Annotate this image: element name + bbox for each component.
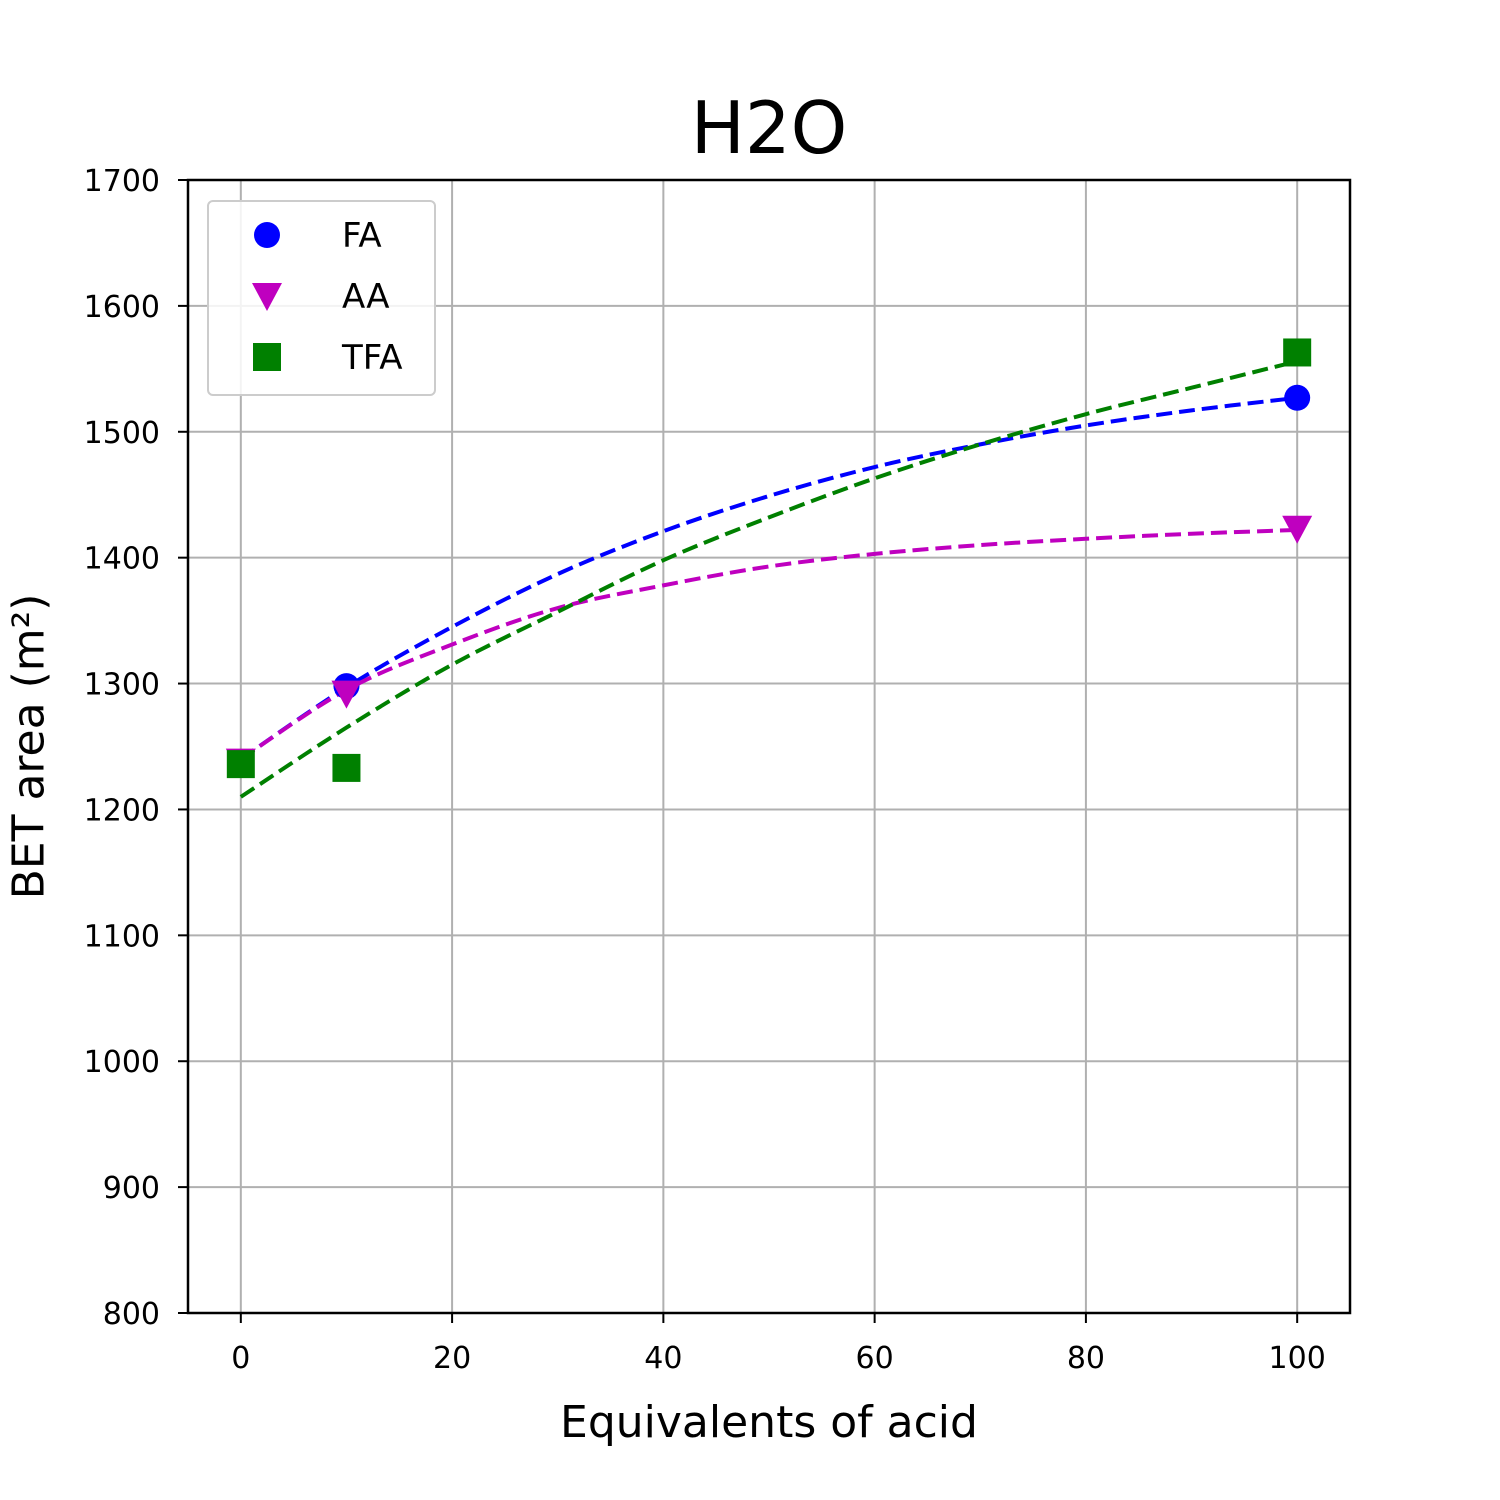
x-tick-label: 0 (231, 1341, 250, 1376)
fit-lines (239, 359, 1298, 799)
legend-marker-tfa (253, 343, 281, 371)
data-point-fa (1284, 384, 1311, 411)
grid (188, 179, 1350, 1314)
chart-title: H2O (691, 86, 848, 170)
legend-label-tfa: TFA (341, 338, 402, 378)
y-tick-label: 1400 (84, 542, 160, 577)
y-tick-label: 800 (103, 1297, 160, 1332)
ticks: 0 20 40 60 80 100 800 900 1000 1100 1200 1300 1400 15… (84, 164, 1326, 1376)
fit-line-aa (239, 527, 1298, 761)
y-tick-label: 900 (103, 1171, 160, 1206)
plot-frame (186, 178, 1352, 1315)
data-point-aa (1282, 515, 1313, 544)
data-point-tfa (332, 753, 361, 782)
x-tick-label: 60 (856, 1341, 894, 1376)
y-tick-label: 1700 (84, 164, 160, 199)
y-tick-label: 1100 (84, 919, 160, 954)
data-point-tfa (226, 750, 255, 779)
data-point-tfa (1283, 338, 1312, 367)
legend-label-fa: FA (342, 216, 382, 256)
x-tick-label: 100 (1269, 1341, 1326, 1376)
y-tick-label: 1200 (84, 793, 160, 828)
legend-marker-aa (252, 283, 282, 311)
y-tick-label: 1600 (84, 290, 160, 325)
y-tick-label: 1500 (84, 416, 160, 451)
legend-label-aa: AA (342, 277, 389, 317)
x-tick-label: 40 (644, 1341, 682, 1376)
x-axis-label: Equivalents of acid (560, 1397, 978, 1448)
data-point-aa (331, 680, 362, 709)
fit-line-tfa (239, 359, 1298, 799)
fit-line-fa (239, 395, 1298, 761)
data-points (225, 338, 1313, 782)
y-axis-label: BET area (m²) (3, 594, 54, 900)
x-tick-label: 20 (433, 1341, 471, 1376)
legend-marker-fa (254, 222, 280, 248)
legend: FA AA TFA (207, 200, 436, 396)
x-tick-label: 80 (1067, 1341, 1105, 1376)
y-tick-label: 1000 (84, 1045, 160, 1080)
y-tick-label: 1300 (84, 668, 160, 703)
